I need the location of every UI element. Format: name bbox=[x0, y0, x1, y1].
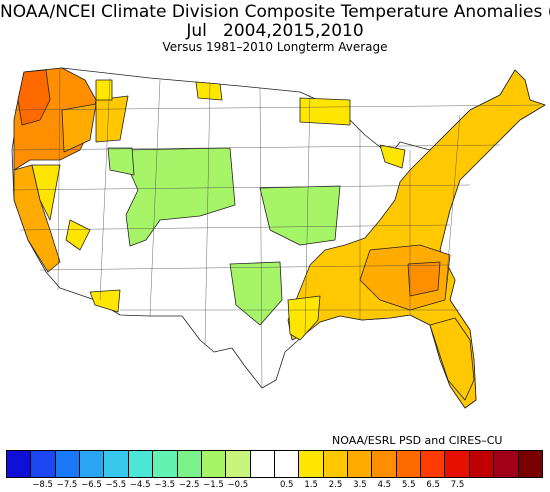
color-scale-swatch bbox=[127, 450, 154, 478]
color-scale-swatch bbox=[176, 450, 202, 478]
california-interior bbox=[31, 164, 61, 221]
color-scale-swatch bbox=[273, 450, 300, 478]
color-scale-swatch bbox=[371, 450, 397, 478]
color-scale-swatch bbox=[420, 450, 446, 478]
color-scale-tick-label: −0.5 bbox=[227, 480, 249, 490]
north-dakota-warm bbox=[195, 81, 223, 101]
eastern-us-warm bbox=[287, 69, 546, 409]
color-scale-swatch bbox=[103, 450, 129, 478]
map-subtitle: Versus 1981–2010 Longterm Average bbox=[162, 40, 388, 54]
montana-cool bbox=[107, 147, 135, 176]
color-scale-tick-label: 1.5 bbox=[304, 480, 318, 490]
color-scale-swatch bbox=[493, 450, 519, 478]
arizona-south bbox=[89, 289, 121, 313]
color-scale-tick-label: −7.5 bbox=[56, 480, 78, 490]
color-scale-tick-label: 7.5 bbox=[450, 480, 465, 490]
color-scale-swatch bbox=[152, 450, 178, 478]
michigan-warm bbox=[379, 144, 406, 169]
plains-cool-region bbox=[259, 185, 341, 246]
color-scale-tick-label: 3.5 bbox=[353, 480, 367, 490]
color-scale-swatch bbox=[444, 450, 470, 478]
color-scale-swatch bbox=[79, 450, 105, 478]
washington-west bbox=[17, 69, 51, 126]
northern-rockies-region bbox=[95, 95, 129, 143]
color-scale-bar bbox=[6, 450, 543, 478]
texas-coast-warm bbox=[287, 295, 321, 341]
color-scale-tick-label: −1.5 bbox=[203, 480, 224, 490]
color-scale-tick-label: 5.5 bbox=[401, 480, 416, 490]
rockies-cool-region bbox=[119, 147, 236, 247]
color-scale-tick-label: 4.5 bbox=[377, 480, 392, 490]
oregon-interior bbox=[61, 103, 97, 153]
us-climate-division-map bbox=[11, 67, 546, 409]
map-period: Jul 2004,2015,2010 bbox=[186, 21, 364, 41]
color-scale-tick-label: −6.5 bbox=[81, 480, 102, 490]
map-title: NOAA/NCEI Climate Division Composite Tem… bbox=[0, 2, 550, 22]
color-scale-swatch bbox=[30, 450, 56, 478]
color-scale-swatch bbox=[54, 450, 81, 478]
texas-panhandle-cool bbox=[229, 261, 283, 326]
nevada-south bbox=[65, 219, 91, 251]
color-scale-swatch bbox=[298, 450, 324, 478]
color-scale-swatch bbox=[468, 450, 495, 478]
color-scale-swatch bbox=[225, 450, 251, 478]
color-scale-swatch bbox=[517, 450, 543, 478]
color-scale-tick-label: 0.5 bbox=[279, 480, 294, 490]
color-scale-tick-label: −4.5 bbox=[129, 480, 151, 490]
southeast-hot-spot bbox=[407, 261, 441, 297]
southeast-warm-core bbox=[359, 244, 451, 311]
color-scale-swatch bbox=[347, 450, 373, 478]
color-scale-tick-label: −3.5 bbox=[154, 480, 175, 490]
florida-warm bbox=[429, 317, 475, 401]
color-scale-tick-label: −8.5 bbox=[32, 480, 53, 490]
color-scale-ticks: −8.5 −7.5 −6.5 −5.5 −4.5 −3.5 −2.5 −1.5 −0.5 0.5 1… bbox=[6, 480, 543, 492]
color-scale-tick-label: −5.5 bbox=[105, 480, 127, 490]
color-scale-tick-label: 2.5 bbox=[328, 480, 343, 490]
idaho-strip bbox=[95, 79, 113, 101]
color-scale-tick-label: −2.5 bbox=[178, 480, 200, 490]
color-scale-swatch bbox=[6, 450, 32, 478]
color-scale-swatch bbox=[395, 450, 422, 478]
minnesota-warm bbox=[299, 97, 351, 126]
color-scale-swatch bbox=[322, 450, 349, 478]
color-scale-tick-label: 6.5 bbox=[426, 480, 440, 490]
data-source-credit: NOAA/ESRL PSD and CIRES–CU bbox=[332, 434, 503, 447]
color-scale-swatch bbox=[200, 450, 227, 478]
color-scale-swatch bbox=[249, 450, 275, 478]
